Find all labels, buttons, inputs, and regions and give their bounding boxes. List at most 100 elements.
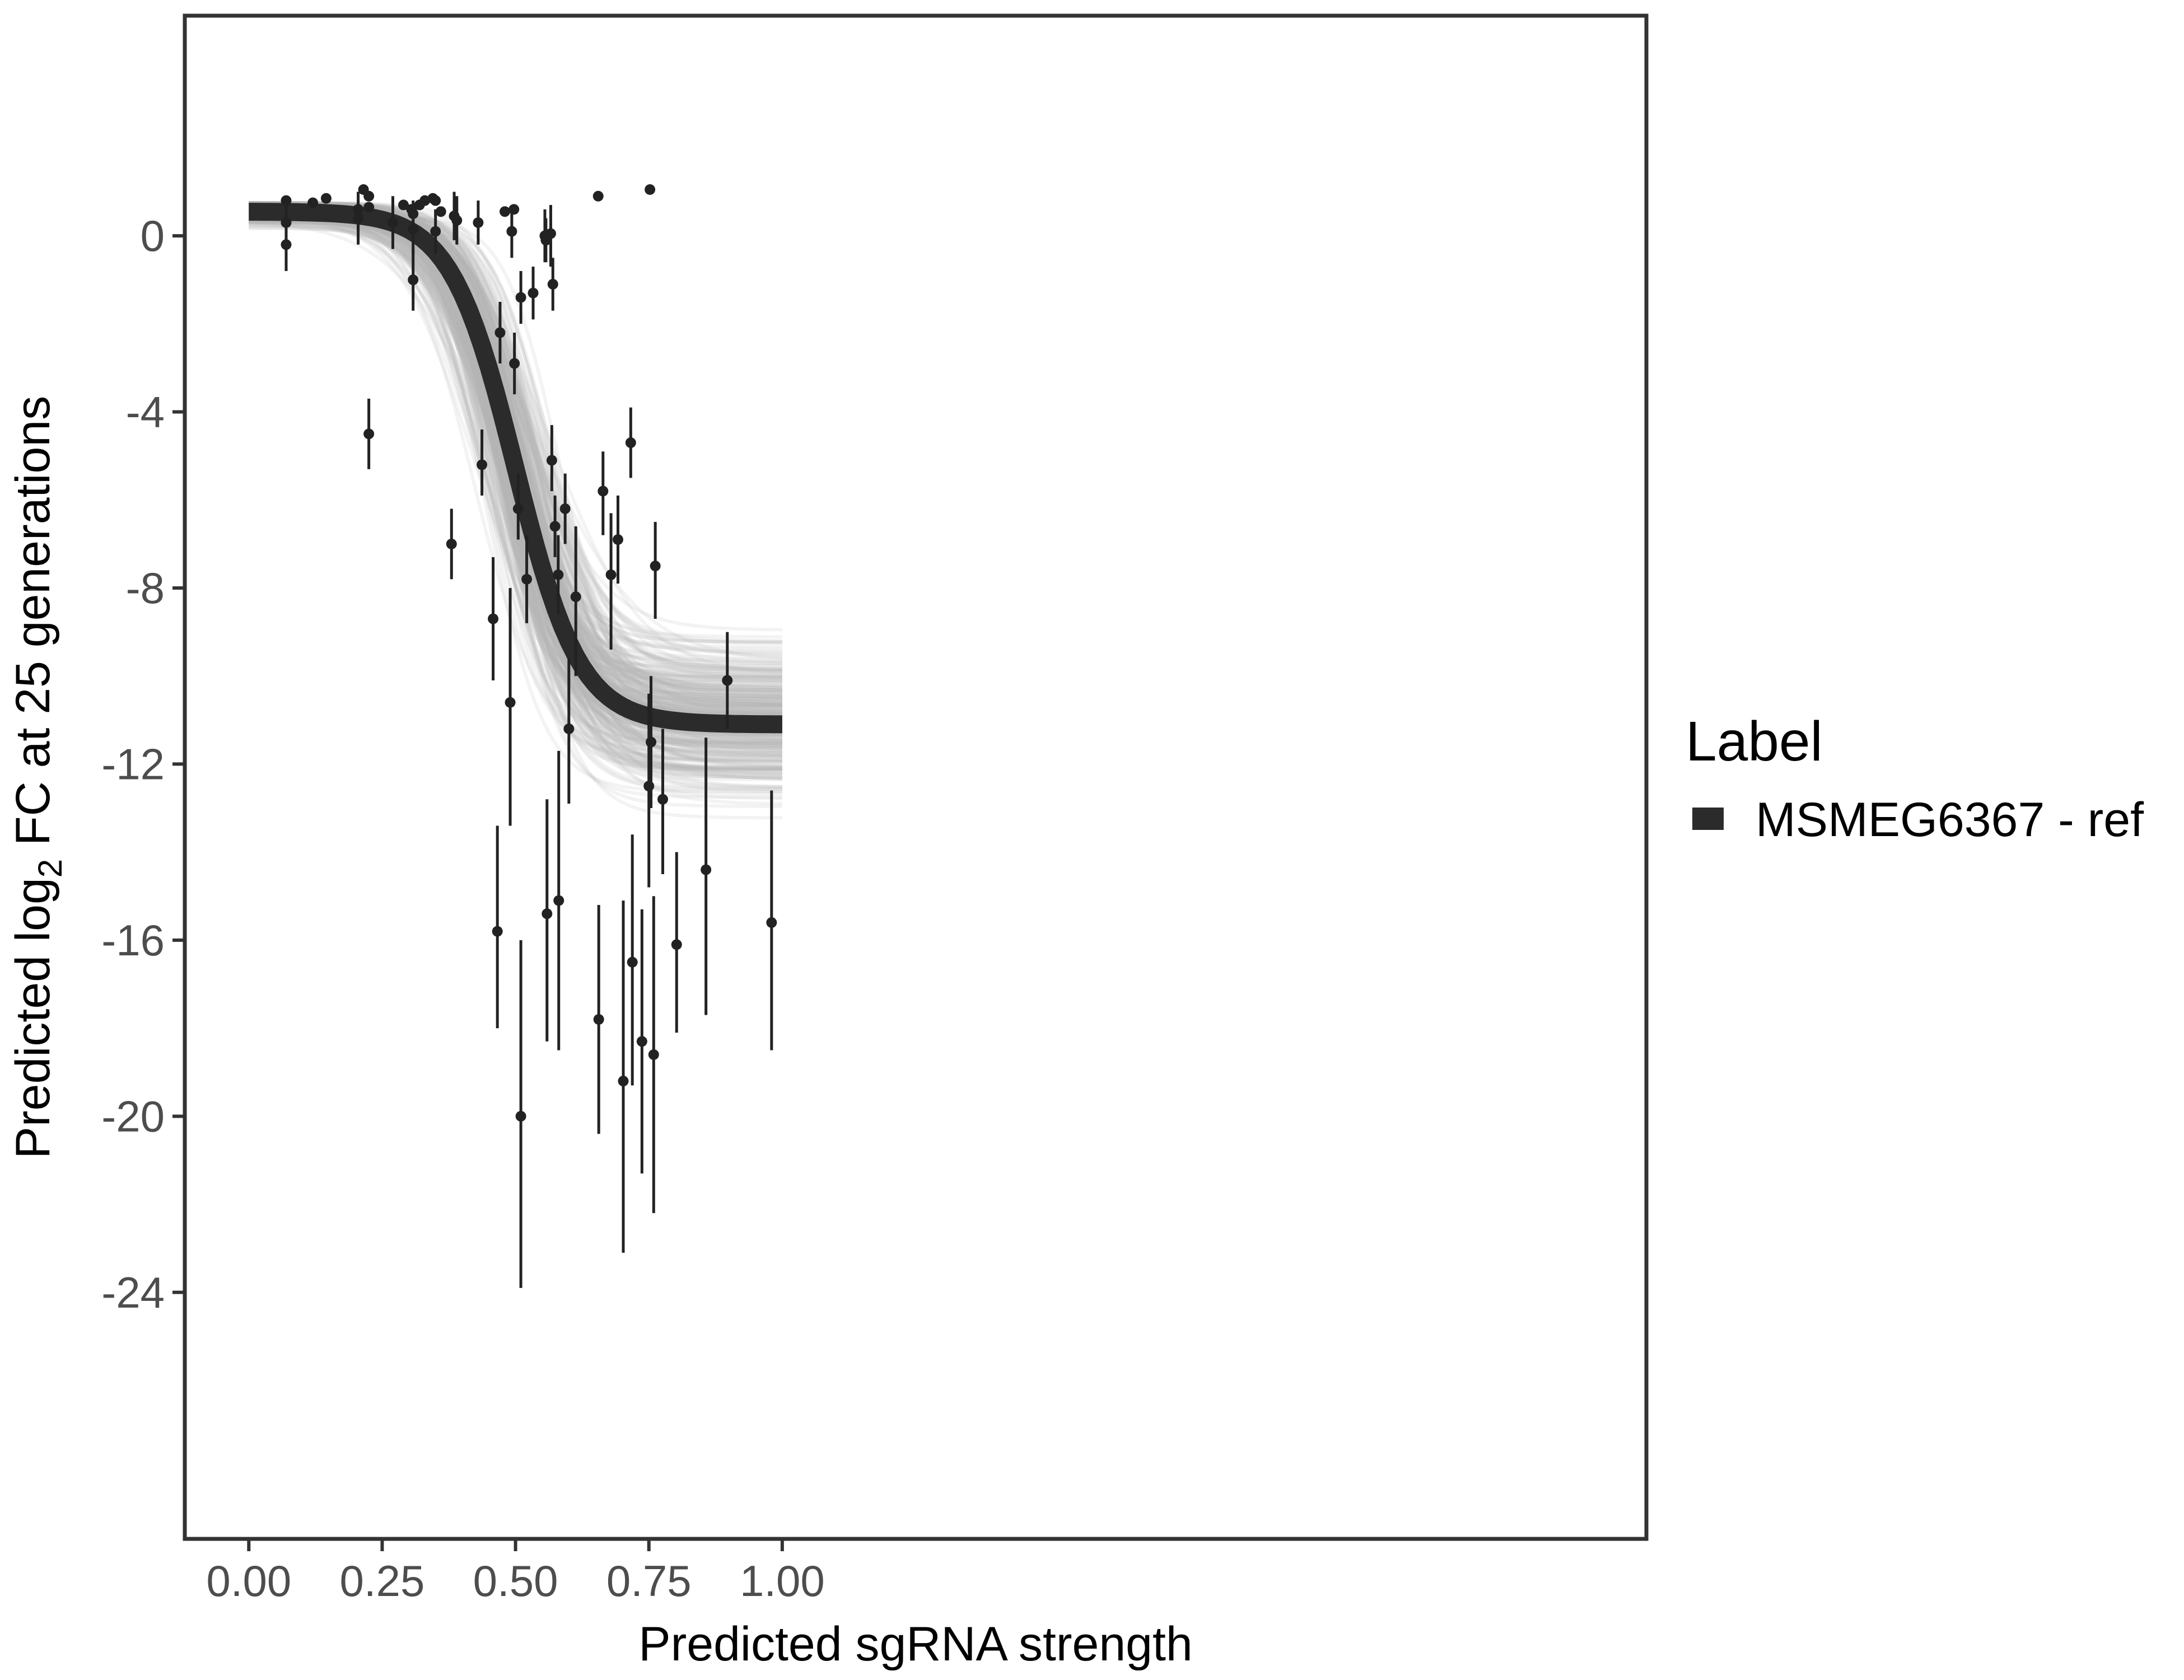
- point-marker: [500, 206, 511, 217]
- data-point: [645, 184, 656, 195]
- point-marker: [363, 190, 375, 202]
- data-point: [506, 209, 517, 258]
- posterior-draw-line: [249, 201, 782, 745]
- data-point: [636, 909, 647, 1174]
- data-point: [549, 495, 561, 557]
- posterior-draw-line: [249, 217, 782, 715]
- data-point: [547, 258, 558, 311]
- data-point: [320, 193, 332, 204]
- legend-key-swatch: [1692, 808, 1724, 830]
- data-point: [528, 267, 539, 320]
- posterior-draw-line: [249, 214, 782, 687]
- y-tick-label: -16: [101, 916, 165, 965]
- point-marker: [363, 428, 375, 440]
- posterior-draw-line: [249, 222, 782, 706]
- point-marker: [766, 917, 777, 928]
- point-marker: [363, 202, 375, 213]
- fit-curve-line: [249, 203, 782, 734]
- point-marker: [646, 736, 657, 748]
- data-point: [627, 834, 638, 1086]
- data-point: [545, 205, 556, 267]
- y-tick-label: -8: [126, 563, 165, 613]
- y-axis-title: Predicted log2 FC at 25 generations: [6, 396, 69, 1159]
- point-marker: [618, 1075, 629, 1086]
- data-point: [515, 940, 526, 1288]
- data-point: [363, 190, 375, 202]
- point-marker: [515, 292, 526, 303]
- y-tick-label: -20: [101, 1091, 165, 1141]
- point-marker: [701, 864, 712, 875]
- point-marker: [657, 794, 668, 805]
- data-point: [353, 200, 364, 245]
- point-marker: [722, 675, 733, 686]
- data-point: [408, 249, 419, 311]
- posterior-draw-line: [249, 217, 782, 703]
- point-marker: [546, 455, 557, 466]
- posterior-draw-line: [249, 220, 782, 771]
- posterior-draw-line: [249, 220, 782, 746]
- point-marker: [559, 503, 571, 514]
- plot-panel-border: [183, 13, 1649, 1541]
- data-point: [671, 852, 682, 1033]
- point-marker: [307, 197, 319, 208]
- point-marker: [553, 569, 564, 580]
- data-point: [648, 896, 659, 1214]
- x-axis: 0.00 0.25 0.50 0.75 1.00: [206, 1541, 825, 1606]
- point-marker: [451, 215, 463, 226]
- data-point: [515, 270, 526, 324]
- data-point: [553, 535, 564, 615]
- y-tick-label: -12: [101, 739, 165, 788]
- point-marker: [598, 486, 609, 497]
- posterior-draw-line: [249, 220, 782, 694]
- posterior-draw-line: [249, 202, 782, 747]
- data-point: [598, 451, 609, 535]
- x-tick-label: 0.00: [206, 1556, 291, 1606]
- posterior-draw-line: [249, 201, 782, 769]
- point-marker: [509, 358, 520, 369]
- point-marker: [512, 503, 524, 514]
- data-point: [446, 508, 457, 580]
- point-marker: [570, 591, 581, 603]
- data-point: [701, 738, 712, 1015]
- data-point: [618, 900, 629, 1253]
- data-point: [521, 535, 533, 623]
- data-point: [281, 218, 292, 271]
- data-point: [512, 473, 524, 540]
- data-point: [477, 429, 488, 496]
- data-point: [542, 799, 553, 1042]
- data-point: [625, 407, 636, 478]
- posterior-draw-line: [249, 225, 782, 772]
- point-marker: [505, 697, 516, 708]
- data-point: [508, 204, 520, 215]
- point-marker: [320, 193, 332, 204]
- y-axis: 0 -4 -8 -12 -16 -20 -24: [101, 211, 183, 1317]
- point-marker: [549, 521, 561, 532]
- data-point: [363, 202, 375, 213]
- point-marker: [492, 926, 503, 937]
- data-point: [646, 676, 657, 809]
- posterior-draw-line: [249, 201, 782, 750]
- point-marker: [545, 228, 556, 239]
- data-point: [563, 658, 575, 804]
- point-marker: [353, 213, 364, 224]
- data-point: [473, 200, 484, 245]
- point-marker: [446, 538, 457, 549]
- x-tick-label: 0.50: [473, 1556, 558, 1606]
- data-point: [546, 425, 557, 492]
- posterior-draw-line: [249, 220, 782, 701]
- point-marker: [636, 1036, 647, 1047]
- point-marker: [671, 939, 682, 950]
- point-marker: [542, 908, 553, 920]
- y-tick-label: -24: [101, 1268, 165, 1317]
- fit-curve-layer: [249, 203, 782, 734]
- x-axis-title: Predicted sgRNA strength: [638, 1617, 1193, 1671]
- legend: Label MSMEG6367 - ref: [1686, 710, 2144, 847]
- point-marker: [387, 217, 398, 228]
- data-point: [435, 206, 446, 217]
- point-marker: [592, 190, 604, 202]
- point-marker: [547, 279, 558, 290]
- posterior-draw-line: [249, 201, 782, 683]
- point-marker: [643, 781, 655, 792]
- data-point: [509, 333, 520, 395]
